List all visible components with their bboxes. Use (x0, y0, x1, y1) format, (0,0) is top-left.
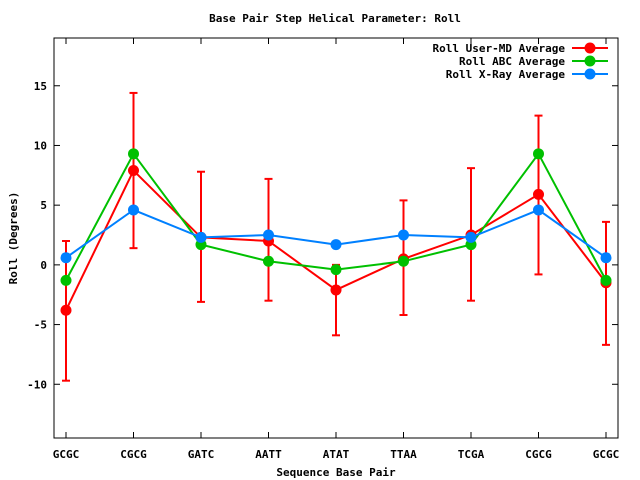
data-point (465, 231, 477, 243)
series-line-3 (65, 208, 607, 259)
x-tick-label: GCGC (593, 448, 620, 461)
y-tick-label: -5 (34, 319, 47, 332)
data-point (128, 148, 139, 160)
data-point (263, 229, 274, 241)
data-point (533, 188, 544, 200)
y-tick-label: -10 (27, 378, 47, 391)
y-tick-label: 10 (34, 139, 47, 152)
data-point (398, 255, 409, 267)
series-line-2 (65, 151, 607, 281)
data-point (330, 239, 342, 251)
x-tick-label: CGCG (120, 448, 147, 461)
legend-label: Roll User-MD Average (433, 42, 566, 55)
chart-title: Base Pair Step Helical Parameter: Roll (209, 12, 461, 25)
legend-marker (584, 42, 596, 54)
data-point (263, 255, 274, 267)
data-point (600, 252, 612, 264)
data-point (533, 204, 544, 216)
data-point (60, 304, 72, 316)
legend-marker (584, 68, 596, 80)
y-tick-label: 15 (34, 80, 47, 93)
y-tick-label: 5 (40, 199, 47, 212)
x-tick-label: TTAA (390, 448, 417, 461)
plot-frame (53, 37, 619, 439)
legend-label: Roll ABC Average (459, 55, 565, 68)
x-tick-label: CGCG (525, 448, 552, 461)
data-point (60, 274, 72, 286)
data-point (128, 165, 139, 177)
x-tick-label: GATC (188, 448, 215, 461)
data-point (533, 148, 544, 160)
data-point (398, 229, 409, 241)
x-tick-label: TCGA (458, 448, 485, 461)
x-axis-label: Sequence Base Pair (276, 466, 396, 479)
y-axis-label: Roll (Degrees) (7, 192, 20, 285)
error-bars (62, 91, 610, 382)
axes-ticks: -10 -5 0 5 10 15 GCGC CGCG GATC AATT ATAT TTAA TCGA C… (27, 38, 619, 461)
legend-marker (584, 55, 596, 67)
x-tick-label: GCGC (53, 448, 80, 461)
data-point (600, 274, 612, 286)
x-tick-label: AATT (255, 448, 282, 461)
legend-label: Roll X-Ray Average (446, 68, 566, 81)
data-point (330, 284, 342, 296)
data-point (195, 231, 207, 243)
y-tick-label: 0 (40, 259, 47, 272)
x-tick-label: ATAT (323, 448, 350, 461)
data-point (330, 264, 342, 276)
data-point (60, 252, 72, 264)
data-point (128, 204, 139, 216)
data-series (60, 148, 612, 316)
